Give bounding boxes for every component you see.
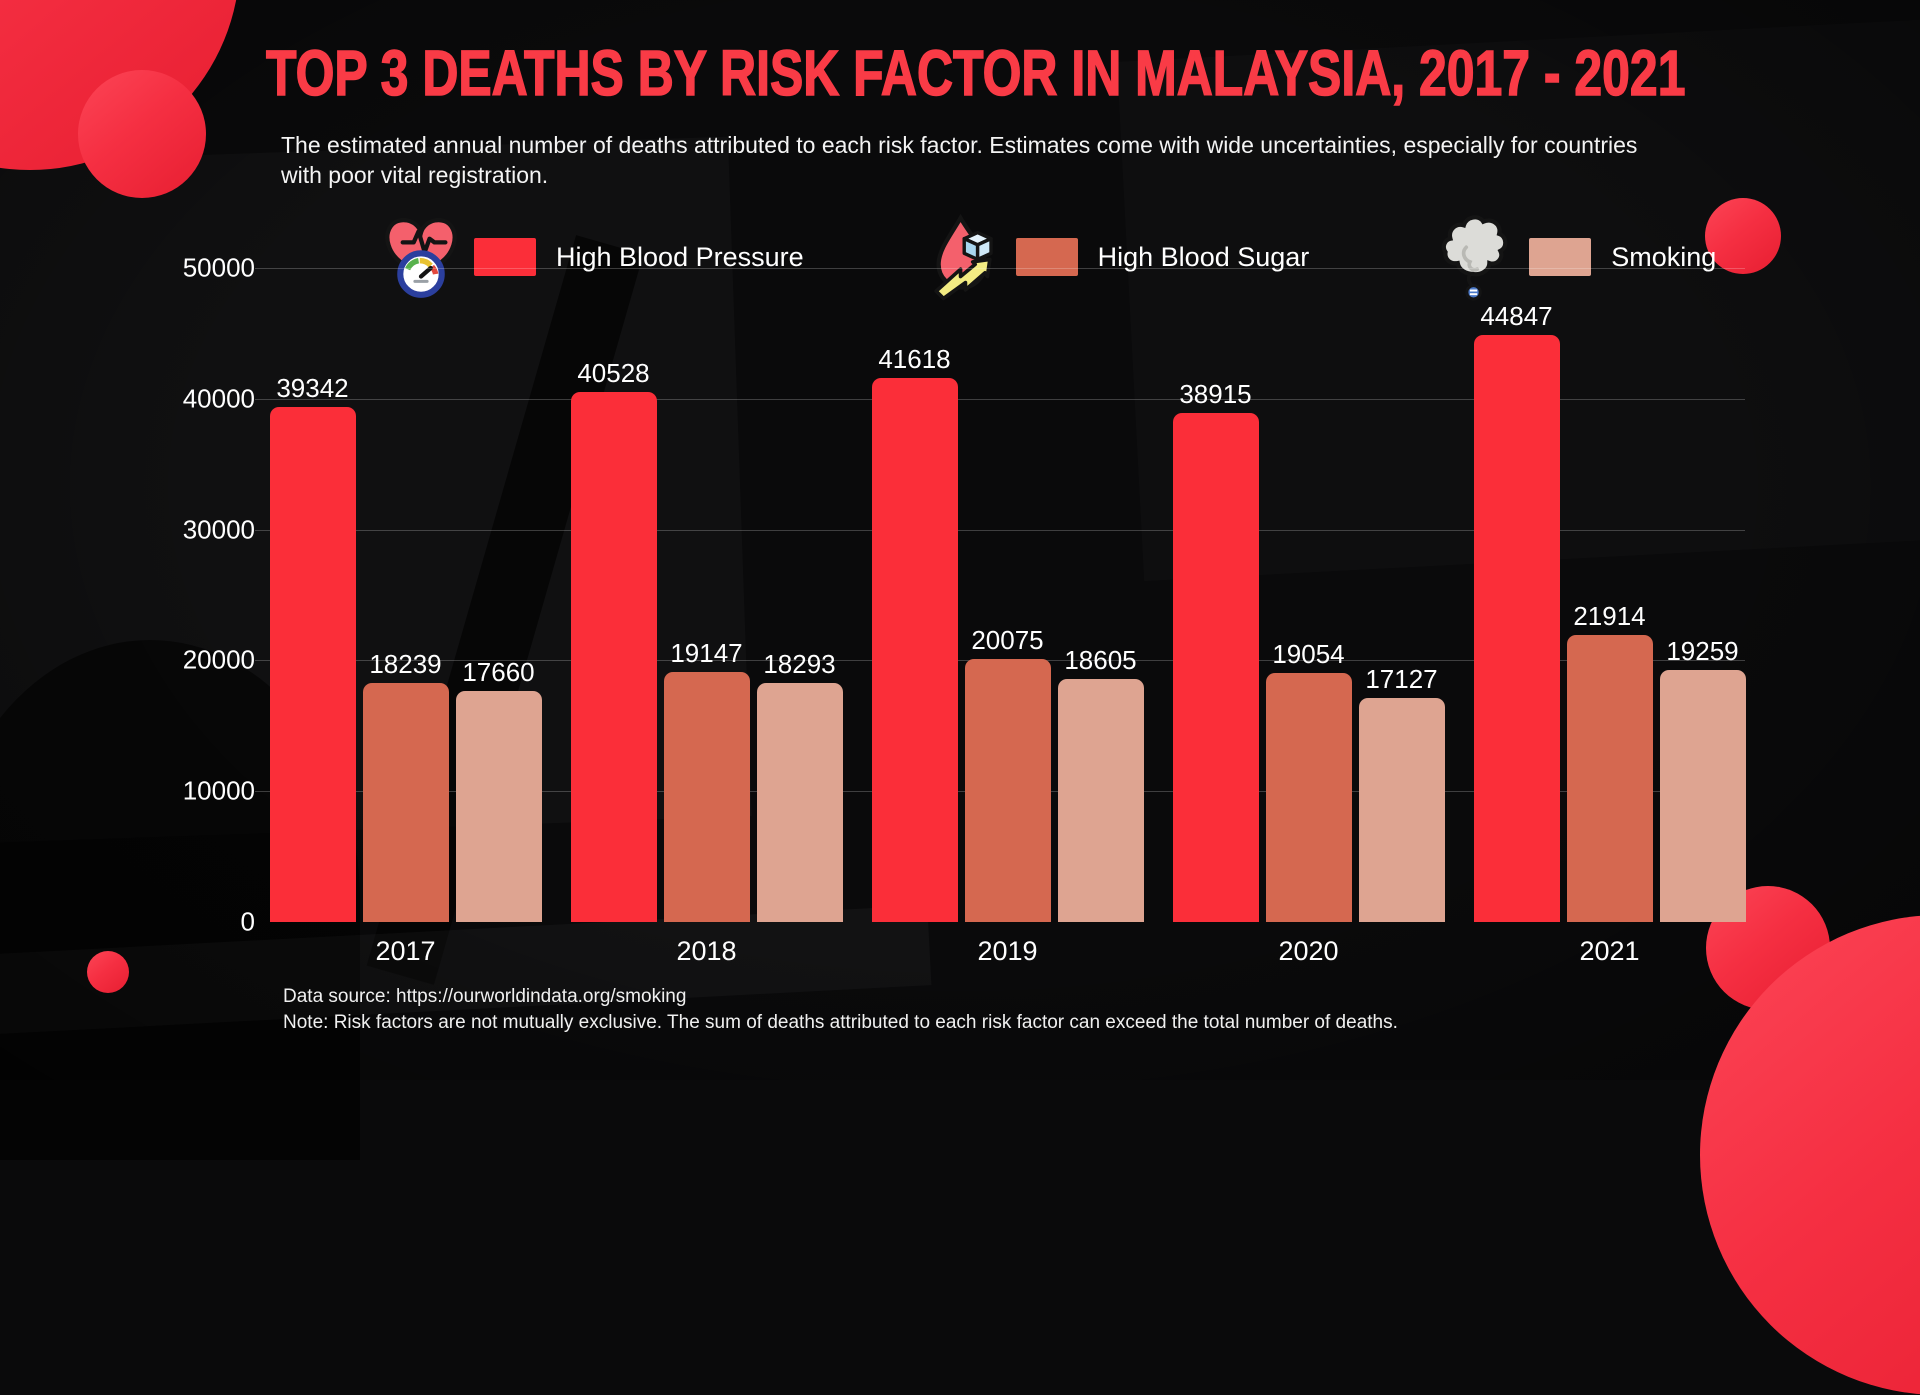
bar-value-high-blood-pressure-2020: 38915	[1179, 379, 1252, 409]
bar-high-blood-sugar-2021	[1566, 635, 1653, 922]
bar-value-high-blood-sugar-2018: 19147	[670, 638, 743, 668]
bar-value-high-blood-sugar-2021: 21914	[1573, 601, 1646, 631]
data-source-text: Data source: https://ourworldindata.org/…	[283, 986, 687, 1007]
bar-smoking-2020	[1358, 698, 1445, 922]
bar-high-blood-pressure-2020	[1172, 413, 1259, 922]
bar-smoking-2021	[1659, 670, 1746, 922]
decorative-circle-top-left-small	[78, 70, 206, 198]
legend-swatch-high-blood-pressure	[474, 238, 536, 276]
bar-high-blood-sugar-2017	[362, 683, 449, 922]
legend-item-high-blood-pressure: High Blood Pressure	[382, 213, 804, 301]
bar-value-high-blood-pressure-2021: 44847	[1480, 301, 1553, 331]
y-axis-label-0: 0	[240, 906, 255, 937]
bar-value-smoking-2021: 19259	[1666, 636, 1739, 666]
x-axis-label-2019: 2019	[977, 936, 1038, 966]
x-axis-label-2018: 2018	[676, 936, 737, 966]
bar-value-smoking-2017: 17660	[462, 657, 535, 687]
bar-high-blood-pressure-2021	[1473, 335, 1560, 922]
bar-high-blood-sugar-2018	[663, 672, 750, 922]
legend-item-smoking: Smoking	[1437, 213, 1716, 301]
footer-note-text: Note: Risk factors are not mutually excl…	[283, 1012, 1398, 1033]
bar-value-high-blood-sugar-2017: 18239	[369, 649, 442, 679]
bar-value-high-blood-pressure-2017: 39342	[276, 373, 349, 403]
bar-value-smoking-2019: 18605	[1064, 645, 1137, 675]
bar-value-high-blood-sugar-2019: 20075	[971, 625, 1044, 655]
legend-label-smoking: Smoking	[1611, 241, 1717, 272]
bar-smoking-2019	[1057, 679, 1144, 922]
legend-label-high-blood-pressure: High Blood Pressure	[556, 241, 804, 272]
bar-value-smoking-2020: 17127	[1365, 664, 1438, 694]
page-title: TOP 3 DEATHS BY RISK FACTOR IN MALAYSIA,…	[265, 36, 1686, 110]
gridline-50000	[255, 268, 1745, 269]
bar-high-blood-pressure-2017	[269, 407, 356, 922]
gridline-40000	[255, 399, 1745, 400]
legend-label-high-blood-sugar: High Blood Sugar	[1097, 241, 1310, 272]
decorative-circle-bottom-left	[87, 951, 129, 993]
blood-sugar-icon	[934, 213, 993, 301]
gridline-30000	[255, 530, 1745, 531]
bar-value-high-blood-sugar-2020: 19054	[1272, 639, 1345, 669]
y-axis-label-10000: 10000	[182, 775, 255, 806]
bar-high-blood-pressure-2019	[871, 378, 958, 922]
legend-swatch-smoking	[1529, 238, 1592, 276]
bar-value-high-blood-pressure-2018: 40528	[577, 358, 650, 388]
y-axis-label-20000: 20000	[182, 644, 255, 675]
y-axis-label-30000: 30000	[182, 514, 255, 545]
page-subtitle: The estimated annual number of deaths at…	[281, 132, 1638, 189]
bar-value-smoking-2018: 18293	[763, 649, 836, 679]
bar-smoking-2018	[756, 683, 843, 922]
x-axis-label-2020: 2020	[1278, 936, 1339, 966]
blood-pressure-icon	[385, 217, 457, 298]
decorative-circle-top-right	[1705, 198, 1781, 274]
chart-legend: High Blood Pressure High Blood Sugar Smo…	[382, 212, 1716, 302]
smoking-icon	[1442, 215, 1508, 301]
x-axis-label-2021: 2021	[1579, 936, 1640, 966]
y-axis-label-40000: 40000	[182, 383, 255, 414]
bar-value-high-blood-pressure-2019: 41618	[878, 344, 951, 374]
bar-high-blood-sugar-2020	[1265, 673, 1352, 922]
x-axis-label-2017: 2017	[375, 936, 436, 966]
bar-high-blood-pressure-2018	[570, 392, 657, 922]
bar-high-blood-sugar-2019	[964, 659, 1051, 922]
legend-item-high-blood-sugar: High Blood Sugar	[924, 213, 1310, 301]
y-axis-label-50000: 50000	[182, 252, 255, 283]
bar-smoking-2017	[455, 691, 542, 922]
legend-swatch-high-blood-sugar	[1015, 238, 1078, 276]
